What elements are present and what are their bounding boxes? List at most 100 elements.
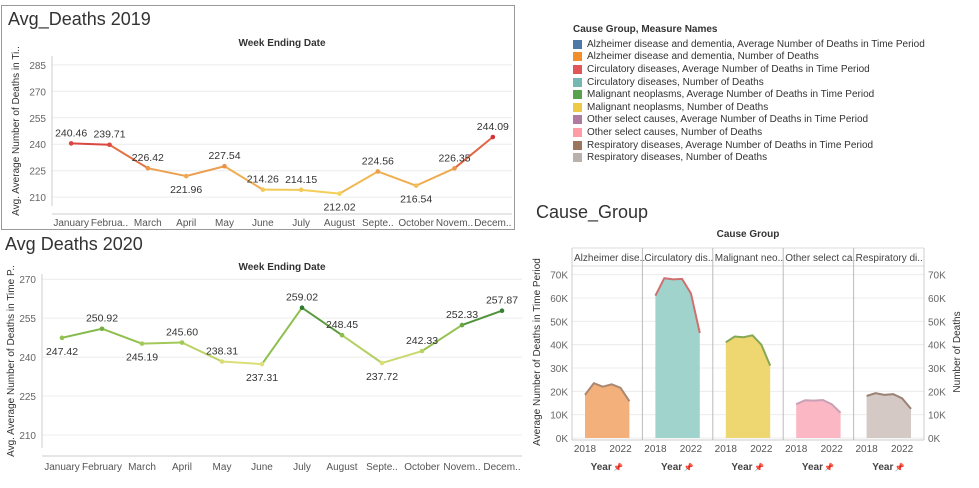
legend-label: Other select causes, Number of Deaths (587, 126, 763, 138)
c2019-data-label: 226.42 (132, 152, 164, 164)
c2020-point (59, 335, 65, 341)
c2020-data-label: 242.33 (406, 335, 438, 347)
cause-area (866, 393, 911, 438)
legend-item[interactable]: Circulatory diseases, Average Number of … (573, 63, 973, 76)
legend-item[interactable]: Circulatory diseases, Number of Deaths (573, 76, 973, 89)
cause-avg-line (654, 277, 701, 334)
c2019-y-axis-label: Avg. Average Number of Deaths in Ti.. (11, 46, 22, 216)
pin-icon: 📌 (754, 462, 764, 472)
c2020-line-segment (341, 334, 383, 365)
c2020-point (379, 360, 385, 366)
legend-item[interactable]: Respiratory diseases, Number of Deaths (573, 151, 973, 164)
cause-x-tick-label: 2018 (785, 444, 808, 455)
cause-x-tick-label: 2022 (750, 444, 773, 455)
legend-swatch (573, 77, 582, 87)
c2020-line-segment (261, 306, 303, 366)
c2019-line-segment (415, 167, 456, 187)
c2019-point (222, 163, 227, 169)
cause-x-tick-label: 2022 (609, 444, 632, 455)
c2020-point (139, 341, 145, 346)
c2020-x-tick-label: February (82, 462, 122, 473)
cause-panel-header: Malignant neo.. (715, 253, 783, 264)
cause-panel-header: Alzheimer dise.. (574, 253, 645, 264)
c2020-x-tick-label: June (251, 462, 273, 473)
cause-x-tick-label: 2022 (891, 444, 914, 455)
c2019-header: Week Ending Date (238, 38, 325, 49)
c2019-y-tick-label: 285 (29, 61, 46, 72)
legend-item[interactable]: Alzheimer disease and dementia, Average … (573, 38, 973, 51)
legend-swatch (573, 52, 582, 62)
cause-panel-header: Other select ca.. (785, 253, 858, 264)
cause-left-axis-label: Average Number of Deaths in Time Period (532, 258, 543, 446)
c2020-line-segment (181, 341, 223, 363)
c2020-point (419, 348, 425, 354)
c2020-x-tick-label: January (44, 462, 80, 473)
cause-right-tick-label: 30K (928, 364, 946, 375)
c2019-point (183, 173, 189, 179)
legend-items: Alzheimer disease and dementia, Average … (573, 38, 973, 164)
cause-right-axis-label: Number of Deaths (952, 311, 963, 392)
legend-item[interactable]: Respiratory diseases, Average Number of … (573, 139, 973, 152)
legend-swatch (573, 153, 582, 163)
legend-item[interactable]: Malignant neoplasms, Average Number of D… (573, 88, 973, 101)
c2019-line-segment (453, 136, 494, 170)
c2020-data-label: 248.45 (326, 319, 358, 331)
legend-item[interactable]: Other select causes, Number of Deaths (573, 126, 973, 139)
cause-left-tick-label: 20K (550, 387, 568, 398)
c2019-line-segment (338, 170, 379, 195)
c2019-line-segment (146, 167, 188, 178)
c2019-point (298, 187, 304, 193)
legend-title: Cause Group, Measure Names (573, 24, 718, 35)
c2020-data-label: 247.42 (46, 346, 78, 358)
cause-right-tick-label: 60K (928, 294, 946, 305)
c2020-line-segment (301, 306, 343, 337)
c2019-border (1, 5, 515, 230)
c2019-line-segment (70, 142, 111, 146)
c2020-point (459, 322, 465, 328)
c2019-point (68, 141, 74, 146)
cause-group-title: Cause_Group (536, 202, 649, 222)
c2019-line-segment (300, 188, 341, 195)
c2020-line-segment (461, 309, 503, 327)
legend-label: Alzheimer disease and dementia, Number o… (587, 51, 819, 63)
c2019-data-label: 216.54 (400, 194, 432, 206)
cause-avg-line (795, 398, 842, 414)
c2019-point (260, 187, 266, 192)
c2020-data-label: 245.19 (126, 352, 158, 364)
pin-icon: 📌 (895, 462, 905, 472)
legend-item[interactable]: Malignant neoplasms, Number of Deaths (573, 101, 973, 114)
c2019-y-tick-label: 225 (29, 167, 46, 178)
c2020-line-segment (221, 360, 263, 366)
c2020-y-tick-label: 210 (19, 431, 36, 442)
cause-x-tick-label: 2018 (855, 444, 878, 455)
c2020-y-tick-label: 255 (19, 314, 36, 325)
c2020-x-tick-label: July (293, 462, 311, 473)
cause-right-tick-label: 40K (928, 341, 946, 352)
c2020-line-segment (381, 350, 423, 365)
pin-icon: 📌 (684, 462, 694, 472)
cause-left-tick-label: 70K (550, 271, 568, 282)
pin-icon: 📌 (824, 462, 834, 472)
cause-panel-header: Circulatory dis.. (644, 253, 713, 264)
cause-group-chart: Cause Group 0K 0K 10K 10K 20K 20K 30K 30K 40K 40K 5… (532, 229, 963, 473)
cause-area (655, 278, 700, 438)
c2020-x-tick-label: March (128, 462, 156, 473)
cause-x-tick-label: 2018 (644, 444, 667, 455)
c2019-y-tick-label: 270 (29, 87, 46, 98)
cause-area (725, 335, 771, 438)
c2019-x-tick-label: August (324, 218, 355, 229)
c2019-x-tick-label: January (53, 218, 89, 229)
avg-deaths-2019-chart: Week Ending Date 210 225 240 255 270 285 Avg. A… (1, 5, 515, 230)
avg-deaths-2019-title: Avg_Deaths 2019 (8, 9, 151, 29)
c2020-x-tick-label: May (213, 462, 232, 473)
c2019-x-tick-label: Februa.. (91, 218, 128, 229)
legend-item[interactable]: Other select causes, Average Number of D… (573, 114, 973, 127)
c2019-x-tick-label: July (292, 218, 310, 229)
legend-swatch (573, 127, 582, 137)
c2020-point (219, 359, 225, 364)
legend-swatch (573, 140, 582, 150)
legend-item[interactable]: Alzheimer disease and dementia, Number o… (573, 51, 973, 64)
legend-swatch (573, 90, 582, 100)
c2020-line-segment (421, 324, 463, 353)
c2019-line-segment (223, 165, 264, 191)
